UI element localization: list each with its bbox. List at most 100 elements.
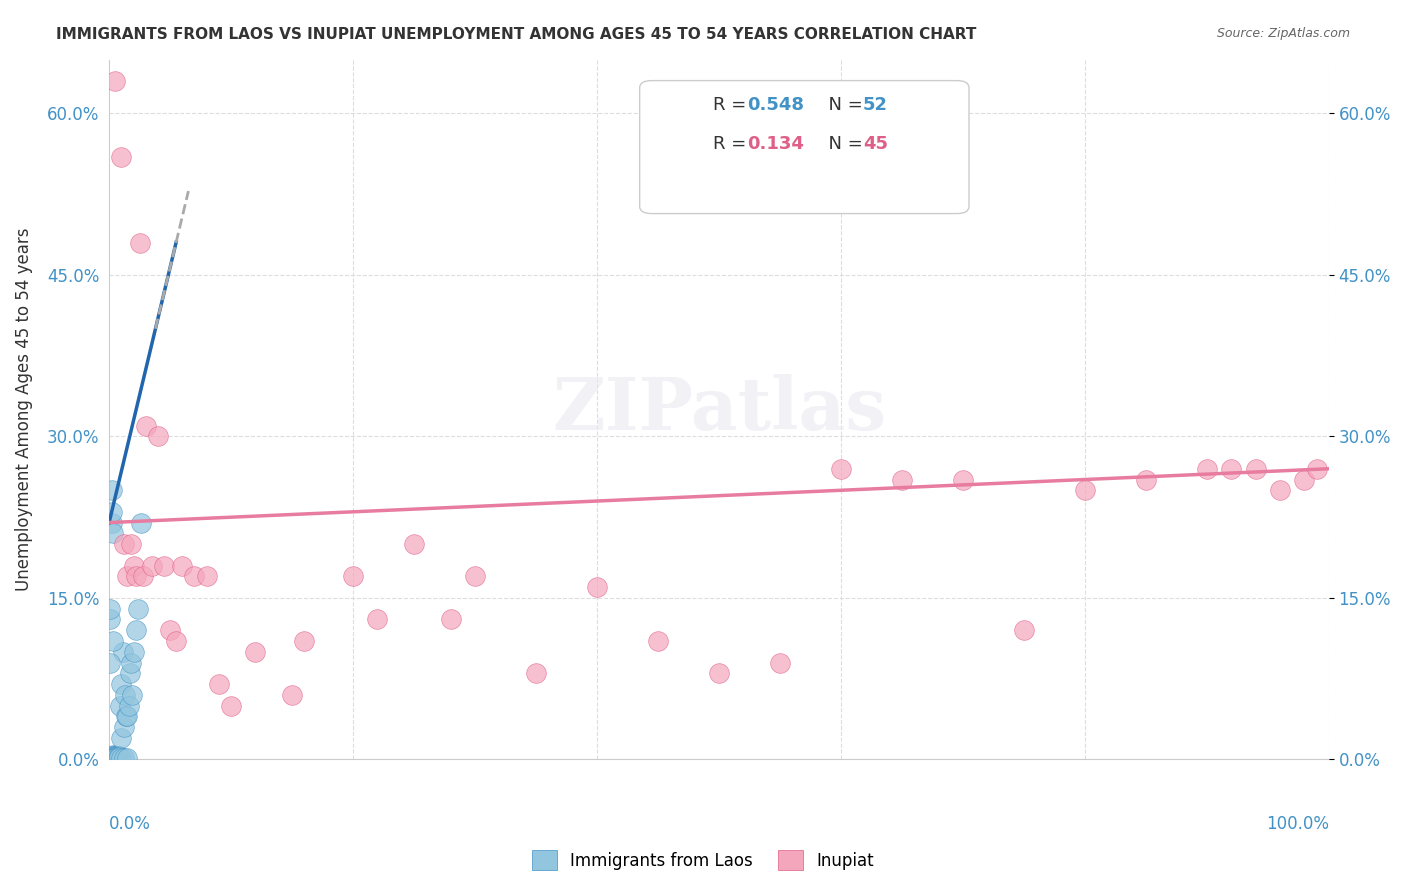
Point — [122, 645, 145, 659]
Point — [101, 750, 124, 764]
Point — [110, 731, 132, 745]
Point — [101, 748, 124, 763]
Point — [103, 751, 125, 765]
Point — [112, 720, 135, 734]
Point — [108, 750, 131, 764]
Point — [1135, 473, 1157, 487]
Text: 0.548: 0.548 — [747, 96, 804, 114]
Point — [1244, 461, 1267, 475]
Point — [1220, 461, 1243, 475]
Legend: , : , — [766, 82, 831, 158]
Text: R =: R = — [713, 135, 752, 153]
Point — [366, 612, 388, 626]
Point — [281, 688, 304, 702]
Point — [121, 688, 143, 702]
Point — [245, 645, 267, 659]
Point — [524, 666, 547, 681]
Text: R =: R = — [713, 96, 752, 114]
Y-axis label: Unemployment Among Ages 45 to 54 years: Unemployment Among Ages 45 to 54 years — [15, 227, 32, 591]
Point — [104, 74, 127, 88]
Text: Source: ZipAtlas.com: Source: ZipAtlas.com — [1216, 27, 1350, 40]
Point — [110, 677, 132, 691]
Point — [1268, 483, 1291, 498]
Point — [890, 473, 912, 487]
Point — [104, 751, 127, 765]
Point — [208, 677, 231, 691]
Text: N =: N = — [817, 96, 868, 114]
Point — [101, 751, 124, 765]
Text: 52: 52 — [863, 96, 887, 114]
Point — [129, 516, 152, 530]
FancyBboxPatch shape — [640, 80, 969, 213]
Point — [172, 558, 194, 573]
Point — [769, 656, 792, 670]
Point — [122, 558, 145, 573]
Point — [100, 751, 122, 765]
Point — [586, 580, 609, 594]
Point — [1195, 461, 1218, 475]
Point — [132, 569, 155, 583]
Point — [110, 751, 132, 765]
Point — [153, 558, 176, 573]
Point — [105, 749, 128, 764]
Point — [107, 751, 129, 765]
Point — [127, 601, 149, 615]
Point — [98, 656, 121, 670]
Point — [439, 612, 461, 626]
Point — [100, 750, 122, 764]
Point — [117, 709, 139, 723]
Point — [108, 749, 131, 764]
Point — [159, 624, 181, 638]
Point — [101, 526, 124, 541]
Point — [100, 516, 122, 530]
Point — [125, 624, 148, 638]
Point — [104, 750, 127, 764]
Point — [112, 751, 135, 765]
Point — [647, 634, 669, 648]
Point — [114, 688, 136, 702]
Point — [120, 537, 142, 551]
Point — [125, 569, 148, 583]
Point — [120, 656, 142, 670]
Point — [141, 558, 163, 573]
Point — [219, 698, 242, 713]
Point — [98, 612, 121, 626]
Point — [98, 601, 121, 615]
Legend: Immigrants from Laos, Inupiat: Immigrants from Laos, Inupiat — [519, 837, 887, 884]
Point — [100, 505, 122, 519]
Point — [104, 750, 127, 764]
Point — [342, 569, 364, 583]
Text: 100.0%: 100.0% — [1265, 815, 1329, 833]
Point — [1305, 461, 1327, 475]
Point — [146, 429, 169, 443]
Point — [117, 569, 139, 583]
Point — [1012, 624, 1035, 638]
Point — [105, 751, 128, 765]
Point — [101, 749, 124, 764]
Text: 45: 45 — [863, 135, 887, 153]
Text: ZIPatlas: ZIPatlas — [553, 374, 886, 445]
Point — [112, 537, 135, 551]
Point — [108, 698, 131, 713]
Point — [195, 569, 218, 583]
Text: IMMIGRANTS FROM LAOS VS INUPIAT UNEMPLOYMENT AMONG AGES 45 TO 54 YEARS CORRELATI: IMMIGRANTS FROM LAOS VS INUPIAT UNEMPLOY… — [56, 27, 977, 42]
Point — [100, 749, 122, 764]
Point — [104, 749, 127, 764]
Text: 0.0%: 0.0% — [110, 815, 150, 833]
Point — [98, 751, 121, 765]
Point — [183, 569, 205, 583]
Point — [98, 750, 121, 764]
Point — [118, 666, 141, 681]
Point — [1294, 473, 1316, 487]
Point — [110, 149, 132, 163]
Point — [101, 634, 124, 648]
Point — [115, 709, 138, 723]
Point — [135, 418, 157, 433]
Point — [1074, 483, 1097, 498]
Point — [111, 645, 134, 659]
Point — [128, 235, 150, 250]
Point — [830, 461, 852, 475]
Point — [117, 751, 139, 765]
Text: 0.134: 0.134 — [747, 135, 804, 153]
Point — [464, 569, 486, 583]
